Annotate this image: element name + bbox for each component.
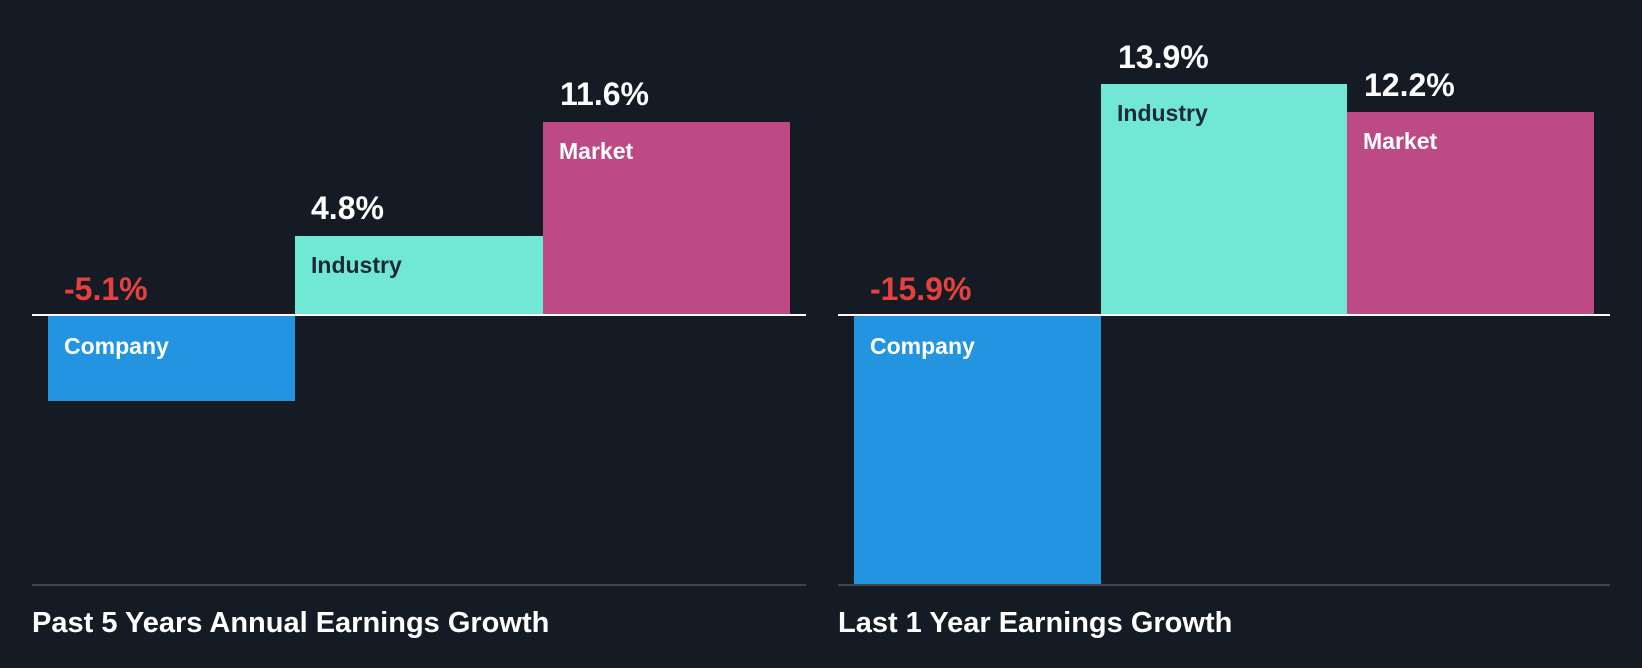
bar-label-company: Company <box>64 333 169 359</box>
value-label-industry: 4.8% <box>311 190 384 226</box>
bar-company: Company <box>854 316 1101 584</box>
bar-label-market: Market <box>1363 128 1438 154</box>
bar-industry: Industry <box>295 236 543 315</box>
value-label-company: -5.1% <box>64 271 148 307</box>
value-label-company: -15.9% <box>870 271 972 307</box>
bar-industry: Industry <box>1101 84 1347 315</box>
bar-label-company: Company <box>870 333 975 359</box>
bar-label-industry: Industry <box>1117 100 1208 126</box>
bar-company: Company <box>48 316 295 401</box>
chart-title: Past 5 Years Annual Earnings Growth <box>32 607 550 639</box>
baseline-divider <box>838 584 1610 586</box>
baseline-divider <box>32 584 806 586</box>
value-label-industry: 13.9% <box>1118 39 1209 75</box>
bar-label-market: Market <box>559 138 634 164</box>
zero-line <box>32 314 806 316</box>
bar-market: Market <box>543 122 790 315</box>
value-label-market: 12.2% <box>1364 67 1455 103</box>
zero-line <box>838 314 1610 316</box>
chart-panel-past-5-years: Company -5.1% Industry 4.8% Market 11.6%… <box>0 0 820 668</box>
value-label-market: 11.6% <box>560 76 649 112</box>
bar-label-industry: Industry <box>311 252 402 278</box>
chart-title: Last 1 Year Earnings Growth <box>838 607 1233 639</box>
bar-market: Market <box>1347 112 1594 315</box>
